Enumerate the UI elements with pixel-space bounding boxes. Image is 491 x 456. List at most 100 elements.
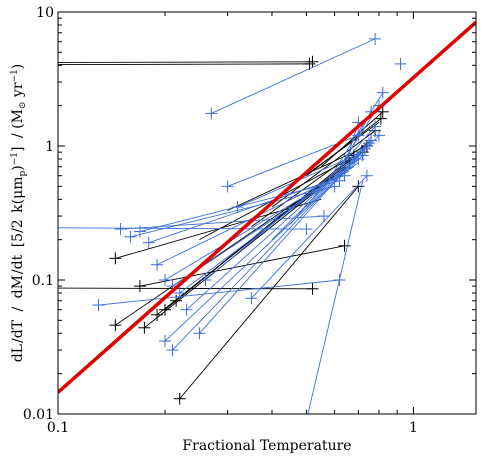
y-tick-label: 1 — [45, 139, 54, 155]
data-layer — [58, 20, 476, 414]
series-1-point — [317, 210, 330, 223]
series-1-point — [363, 137, 376, 150]
series-1-point — [151, 258, 164, 271]
series-1-point — [180, 303, 193, 316]
series-1-point — [365, 134, 378, 147]
series-1-point — [372, 129, 385, 142]
series-1-point — [245, 292, 258, 305]
fit-line — [58, 20, 476, 394]
series-1-point — [158, 274, 171, 286]
series-1-segment — [211, 38, 376, 114]
series-1-segment — [251, 175, 368, 299]
ylabel-five: 5 — [10, 233, 26, 242]
series-0-point — [151, 308, 164, 321]
series-1-segment — [205, 142, 370, 281]
ylabel-unit-open: / (M — [10, 109, 26, 138]
series-1-point — [114, 223, 127, 236]
series-1-point — [205, 107, 218, 120]
series-1-point — [356, 149, 369, 162]
ylabel-unit-mid: yr — [10, 82, 26, 101]
series-1-segment — [98, 279, 340, 306]
series-1-point — [338, 169, 351, 182]
series-1-point — [199, 274, 212, 286]
ylabel-dm: dM — [10, 275, 26, 298]
plot-frame — [57, 11, 477, 415]
series-1-point — [158, 335, 171, 348]
ylabel-two: 2 — [10, 219, 26, 228]
series-1-segment — [186, 148, 366, 311]
y-axis-label: dL/dT / dM/dt [5/2 k(μmp)−1] / (M⊙ yr−1) — [10, 64, 28, 363]
series-0-point — [376, 105, 389, 118]
series-1-point — [133, 225, 146, 238]
series-1-point — [369, 32, 382, 45]
ylabel-dl: dL — [10, 344, 26, 362]
x-tick-label: 0.1 — [47, 420, 69, 436]
series-0-point — [306, 282, 319, 295]
ylabel-dtt: dt — [10, 254, 26, 269]
series-1-point — [360, 169, 373, 182]
x-tick-label: 1 — [409, 420, 418, 436]
series-1-segment — [271, 140, 372, 240]
series-1-point — [221, 180, 234, 193]
series-1-point — [333, 174, 346, 187]
series-0-segment — [179, 186, 359, 400]
series-1-segment — [307, 180, 364, 414]
ylabel-slash-a: / — [10, 338, 26, 343]
y-tick-label: 10 — [36, 5, 54, 21]
series-0-point — [109, 252, 122, 265]
series-0-segment — [139, 245, 345, 287]
series-1-point — [369, 120, 382, 133]
series-1-segment — [120, 215, 324, 230]
ylabel-body: k(μm — [10, 176, 26, 212]
ylabel-sup-1: −1 — [10, 152, 20, 165]
series-0-segment — [58, 61, 313, 63]
series-0-point — [338, 239, 351, 252]
series-1-segment — [289, 126, 376, 225]
ylabel-close-paren: ) — [10, 165, 26, 170]
series-1-point — [124, 230, 137, 243]
series-0-point — [173, 392, 186, 405]
y-tick-label: 0.01 — [23, 407, 54, 423]
series-0-point — [306, 55, 319, 68]
y-tick-label: 0.1 — [32, 273, 54, 289]
series-1-point — [300, 223, 313, 236]
series-0-point — [158, 303, 171, 316]
ylabel-bracket-close: ] — [10, 147, 26, 152]
series-1-segment — [172, 151, 364, 351]
ylabel-slash-b: / — [10, 269, 26, 274]
series-1-point — [328, 180, 341, 193]
ylabel-dt: dT — [10, 319, 26, 338]
series-1-segment — [306, 135, 380, 208]
series-0-point — [133, 280, 146, 293]
series-1-point — [333, 274, 346, 286]
series-0-point — [352, 180, 365, 193]
plot-background — [58, 12, 476, 414]
series-1-segment — [199, 145, 368, 334]
series-0-point — [138, 321, 151, 334]
series-1-point — [394, 57, 407, 70]
ylabel-sup-2: −1 — [10, 69, 20, 82]
ylabel-unit-close: ) — [10, 64, 26, 69]
ylabel-bracket-open: [ — [10, 242, 26, 247]
series-0-point — [303, 57, 316, 70]
series-1-point — [142, 236, 155, 249]
series-1-point — [376, 86, 389, 99]
ylabel-sub-p: p — [18, 170, 28, 176]
series-1-point — [166, 344, 179, 357]
x-axis-label: Fractional Temperature — [182, 438, 351, 454]
series-1-point — [231, 201, 244, 214]
series-0-segment — [251, 140, 372, 228]
ylabel-slash-1: / — [10, 307, 26, 312]
series-0-segment — [58, 63, 310, 66]
series-0-point — [374, 112, 387, 125]
series-1-point — [92, 299, 105, 312]
series-1-point — [352, 129, 365, 142]
series-0-segment — [320, 111, 384, 168]
series-1-point — [193, 327, 206, 340]
ylabel-slash-c: / — [10, 228, 26, 233]
series-1-segment — [148, 175, 345, 244]
series-1-point — [173, 286, 186, 299]
series-0-point — [109, 319, 122, 332]
